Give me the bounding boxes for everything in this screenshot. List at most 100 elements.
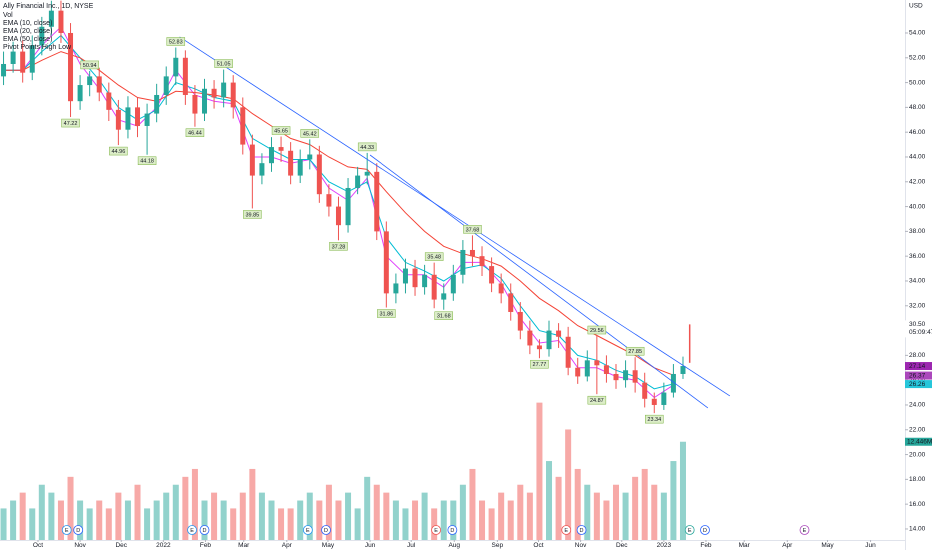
y-tick-label: 36.00: [909, 253, 926, 260]
x-tick-label: Dec: [616, 542, 628, 549]
candle-body: [556, 330, 562, 337]
candle-body: [221, 82, 227, 98]
volume-bar: [565, 429, 572, 540]
pivot-label: 44.96: [111, 149, 125, 155]
x-tick-label: Nov: [74, 542, 86, 549]
candle-body: [345, 187, 351, 226]
y-tick-label: 40.00: [909, 203, 926, 210]
candle-body: [163, 76, 169, 95]
volume-bar: [211, 492, 218, 540]
event-label: E: [306, 528, 310, 534]
x-tick-label: Oct: [33, 542, 43, 549]
candle-body: [230, 82, 236, 108]
event-icon: [799, 525, 810, 535]
candle-body: [316, 154, 322, 195]
volume-bar: [459, 484, 466, 540]
volume-bar: [373, 484, 380, 540]
value-badge: [905, 380, 932, 389]
currency: USD: [909, 3, 923, 10]
candle-body: [48, 10, 54, 27]
event-icon: [73, 525, 84, 535]
candle-body: [680, 366, 686, 374]
pivot-label: 23.34: [647, 417, 661, 423]
candle-body: [115, 109, 121, 130]
pivot-label: 52.83: [169, 39, 183, 45]
volume-bar: [651, 484, 658, 540]
value-label: 26.37: [909, 372, 926, 379]
volume-bar: [364, 476, 371, 540]
trendline: [369, 154, 709, 409]
y-tick-label: 46.00: [909, 129, 926, 136]
volume-bar: [0, 508, 7, 540]
legend-item: EMA (20, close): [3, 28, 52, 35]
pivot-box: [463, 225, 482, 234]
x-tick-label: 2023: [657, 542, 672, 549]
pivot-label: 27.77: [533, 362, 547, 368]
candle-body: [517, 311, 523, 331]
volume-bar: [10, 500, 17, 540]
price-badge: [905, 320, 932, 338]
pivot-box: [214, 59, 233, 68]
volume-bar: [440, 500, 447, 540]
candle-body: [383, 231, 389, 294]
event-label: D: [580, 528, 584, 534]
event-icon: [700, 525, 710, 535]
candle-body: [603, 365, 609, 374]
candle-body: [498, 283, 504, 294]
volume-bar: [488, 508, 495, 540]
volume-bar: [670, 461, 677, 540]
event-label: D: [450, 528, 454, 534]
pivot-box: [357, 142, 377, 152]
candle-body: [575, 367, 581, 377]
pivot-label: 39.85: [245, 212, 259, 218]
y-tick-label: 28.00: [909, 352, 926, 359]
event-label: D: [703, 528, 707, 534]
candle-body: [192, 94, 198, 114]
x-tick-label: Feb: [700, 542, 712, 549]
event-label: E: [803, 528, 807, 534]
volume-bar: [38, 484, 45, 540]
y-tick-label: 34.00: [909, 278, 926, 285]
pivot-label: 31.68: [437, 314, 451, 320]
chart-title: Ally Financial Inc., 1D, NYSE: [3, 3, 94, 10]
candle-body: [364, 171, 370, 176]
candle-body: [259, 163, 265, 176]
pivot-label: 27.85: [628, 349, 642, 355]
volume-bar: [29, 508, 36, 540]
x-tick-label: Feb: [200, 542, 212, 549]
candle-body: [565, 336, 571, 368]
volume-bar: [278, 508, 285, 540]
x-tick-label: 2022: [156, 542, 171, 549]
y-tick-label: 24.00: [909, 402, 926, 409]
candle-body: [374, 171, 380, 232]
volume-bar: [632, 476, 639, 540]
volume-bar: [345, 492, 352, 540]
y-tick-label: 54.00: [909, 30, 926, 37]
volume-bar: [593, 492, 600, 540]
volume-bar: [679, 441, 686, 540]
pivot-label: 45.65: [274, 128, 288, 134]
candle-body: [77, 85, 83, 102]
volume-bar: [546, 461, 553, 540]
volume-bar: [507, 500, 514, 540]
volume-badge: [905, 437, 932, 446]
candle-body: [125, 107, 131, 130]
x-tick-label: Nov: [575, 542, 587, 549]
candle-body: [661, 392, 667, 405]
candle-body: [651, 398, 657, 405]
value-label: 26.26: [909, 381, 926, 388]
pivot-box: [185, 128, 205, 137]
x-tick-label: Jul: [407, 542, 416, 549]
x-tick-label: Dec: [115, 542, 127, 549]
candle-body: [431, 274, 437, 300]
y-tick-label: 44.00: [909, 154, 926, 161]
x-tick-label: May: [322, 542, 335, 549]
volume-bar: [335, 500, 342, 540]
candle-body: [96, 76, 102, 93]
candle-body: [642, 382, 648, 399]
pivot-box: [434, 311, 453, 320]
candle-body: [1, 63, 7, 77]
volume-bar: [479, 500, 486, 540]
x-tick-label: Apr: [782, 542, 793, 549]
